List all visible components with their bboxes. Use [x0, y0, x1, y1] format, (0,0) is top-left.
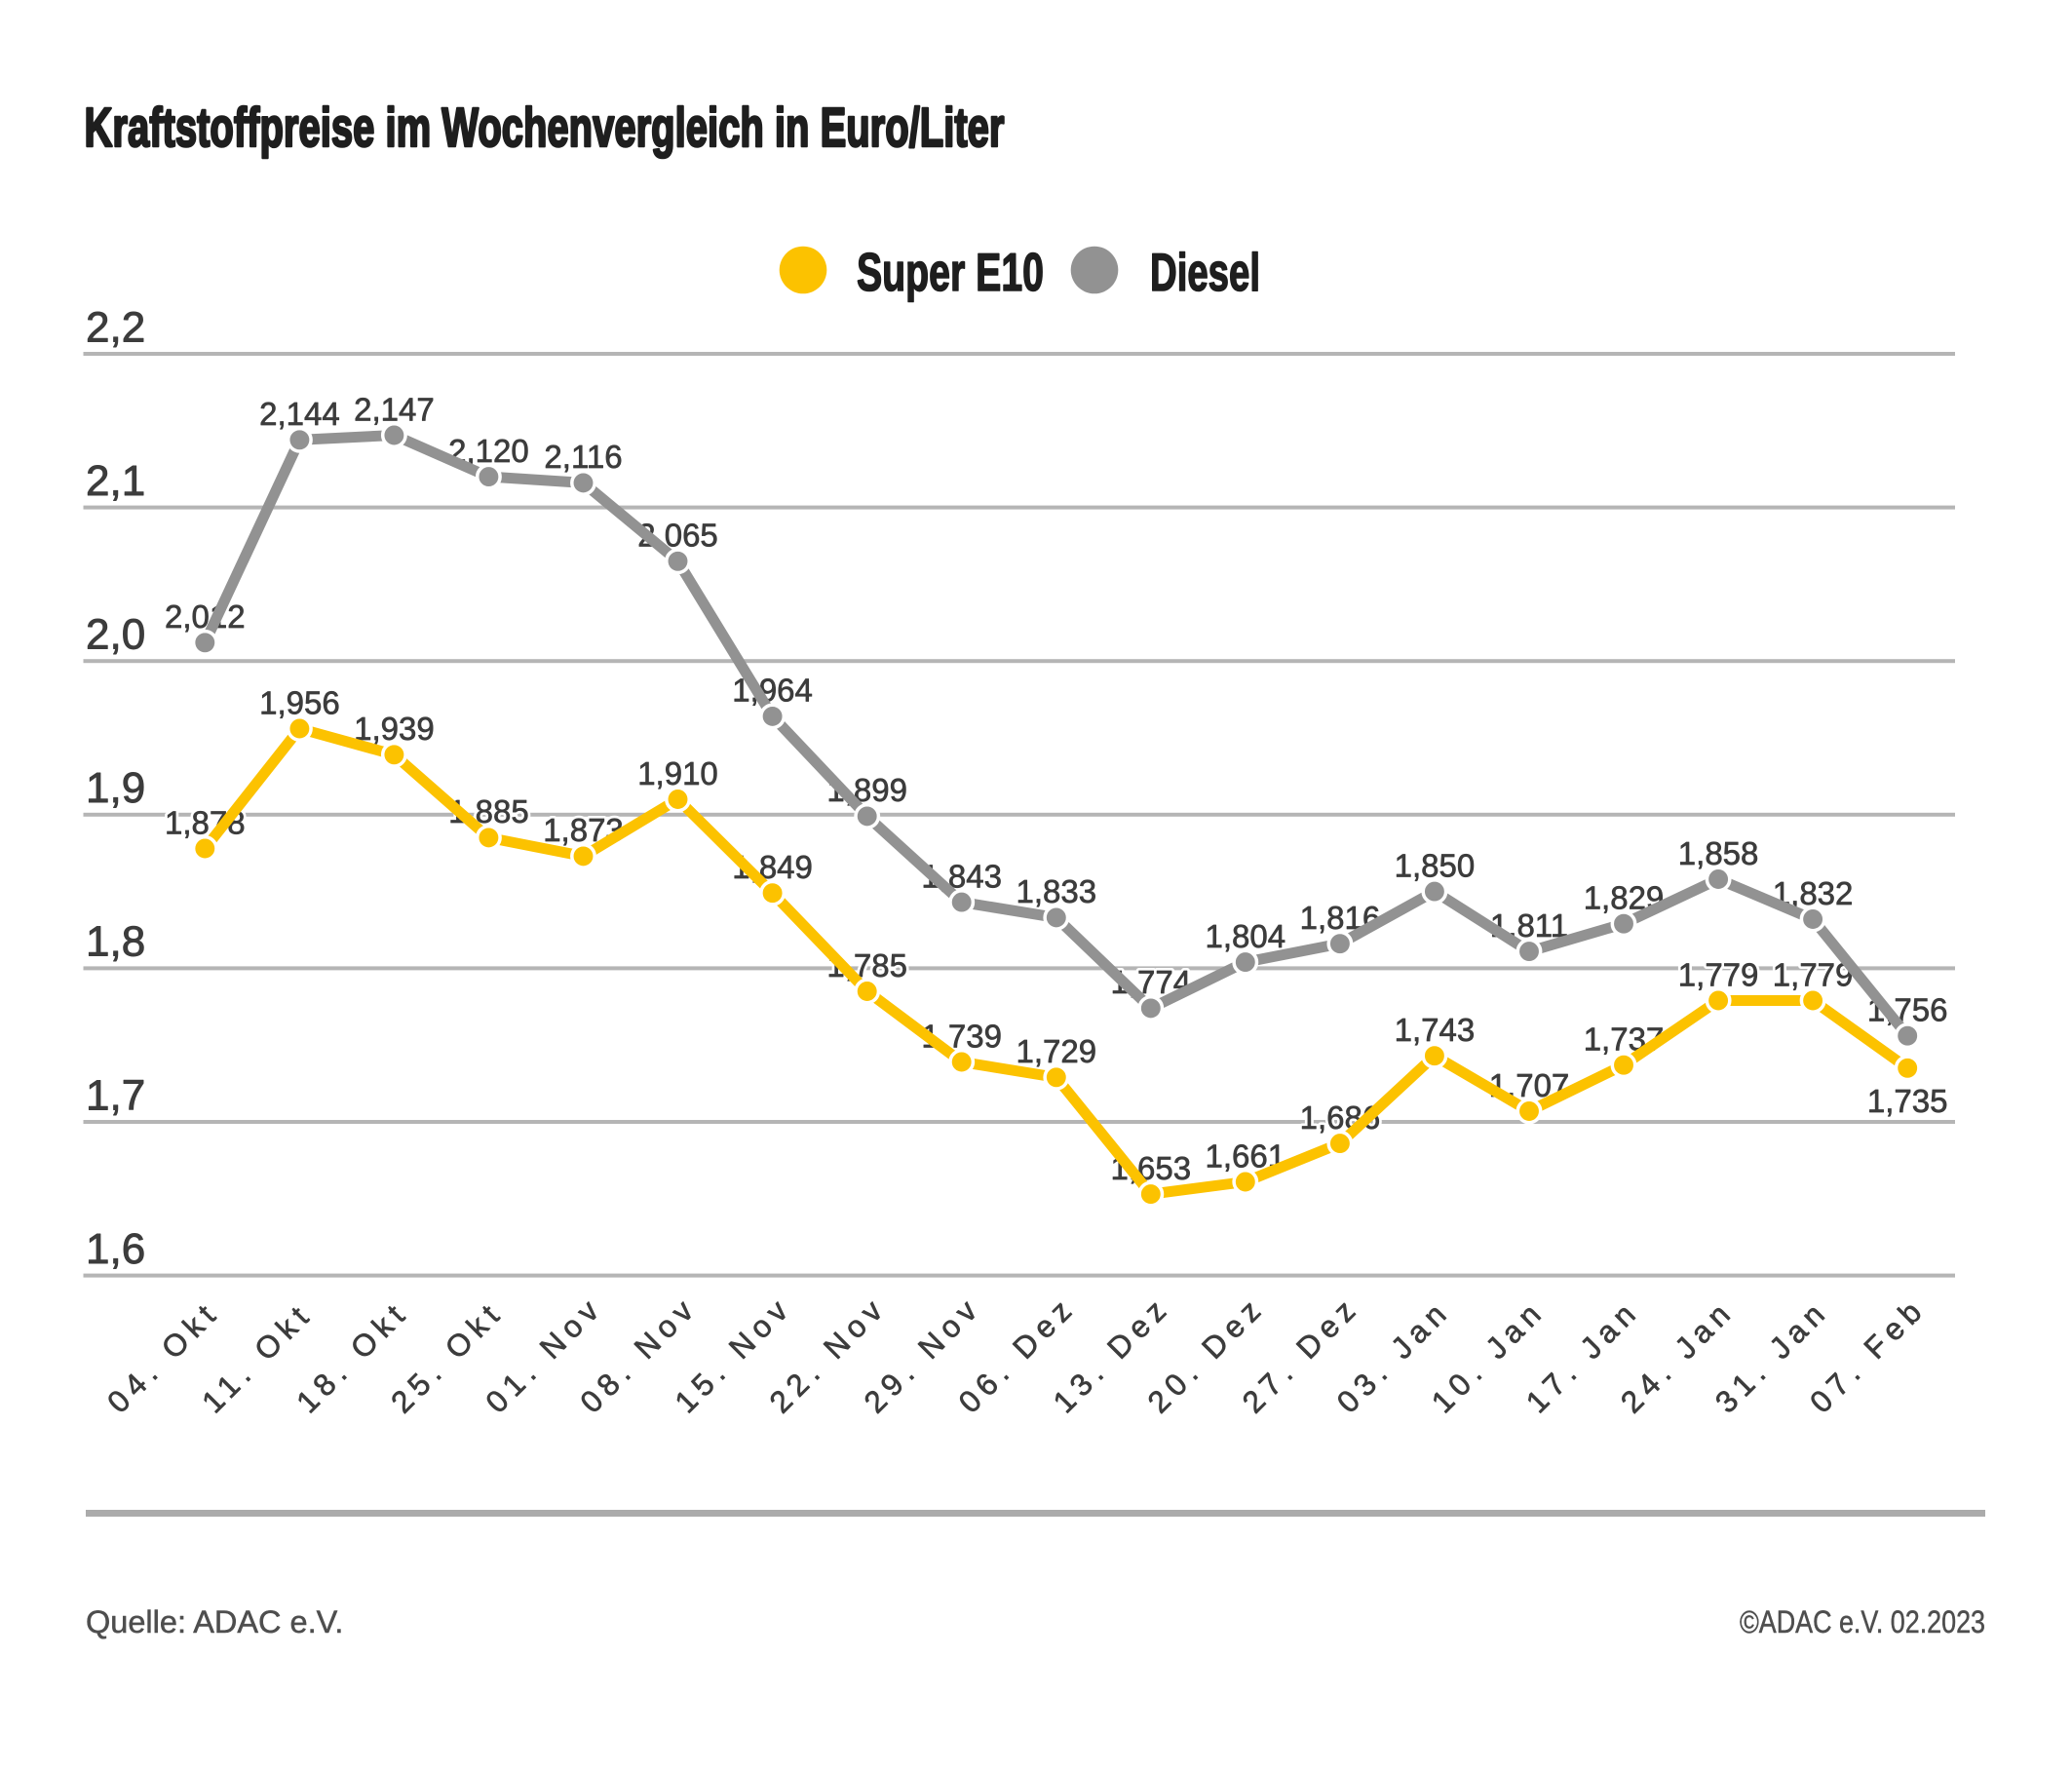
- svg-text:1,735: 1,735: [1867, 1083, 1948, 1119]
- svg-text:2,120: 2,120: [448, 433, 529, 469]
- svg-text:2,144: 2,144: [259, 396, 340, 432]
- svg-text:2,012: 2,012: [165, 598, 246, 635]
- svg-text:1,956: 1,956: [259, 684, 340, 720]
- svg-text:Kraftstoffpreise im Wochenverg: Kraftstoffpreise im Wochenvergleich in E…: [85, 96, 1005, 159]
- svg-text:1,779: 1,779: [1773, 956, 1854, 992]
- svg-text:Quelle: ADAC e.V.: Quelle: ADAC e.V.: [86, 1604, 343, 1639]
- svg-text:2,116: 2,116: [544, 439, 622, 475]
- svg-text:1,735: 1,735: [1867, 1083, 1948, 1119]
- svg-text:Super E10: Super E10: [857, 242, 1044, 302]
- svg-text:1,9: 1,9: [86, 764, 145, 812]
- svg-text:2,2: 2,2: [86, 303, 145, 351]
- svg-text:1,743: 1,743: [1395, 1012, 1476, 1048]
- svg-text:1,729: 1,729: [1017, 1033, 1097, 1069]
- svg-text:2,147: 2,147: [354, 391, 435, 427]
- svg-text:1,939: 1,939: [354, 711, 435, 747]
- svg-text:1,910: 1,910: [637, 755, 718, 791]
- svg-text:2,1: 2,1: [86, 457, 145, 505]
- svg-text:1,833: 1,833: [1017, 873, 1097, 909]
- svg-text:1,8: 1,8: [86, 918, 145, 966]
- svg-text:1,832: 1,832: [1773, 875, 1854, 911]
- svg-text:2,0: 2,0: [86, 611, 145, 659]
- svg-text:1,858: 1,858: [1678, 835, 1759, 871]
- svg-text:1,843: 1,843: [921, 858, 1002, 894]
- svg-text:1,779: 1,779: [1678, 956, 1759, 992]
- svg-text:1,873: 1,873: [543, 812, 624, 848]
- svg-text:1,804: 1,804: [1206, 918, 1286, 954]
- svg-text:1,785: 1,785: [826, 947, 907, 983]
- svg-text:1,850: 1,850: [1395, 847, 1476, 883]
- svg-text:©ADAC e.V. 02.2023: ©ADAC e.V. 02.2023: [1740, 1604, 1985, 1639]
- svg-text:1,6: 1,6: [86, 1225, 145, 1273]
- svg-text:1,7: 1,7: [86, 1071, 145, 1119]
- svg-text:Diesel: Diesel: [1150, 242, 1260, 302]
